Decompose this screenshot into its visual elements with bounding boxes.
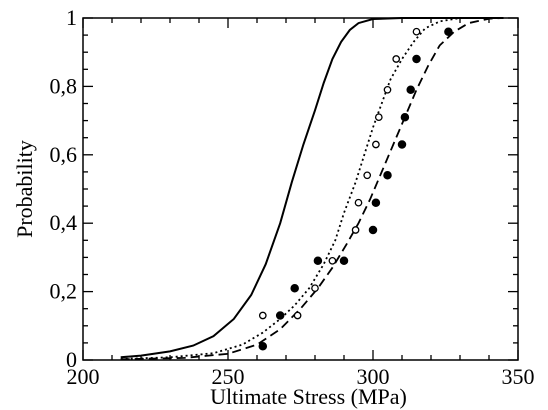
y-axis-label: Probability xyxy=(12,140,37,238)
open-circle-marker xyxy=(328,256,337,265)
y-tick-label: 0,6 xyxy=(50,142,78,167)
filled-circle-marker xyxy=(412,54,421,64)
filled-circle-marker xyxy=(371,198,381,207)
open-circle-marker xyxy=(351,226,360,234)
filled-circle-marker xyxy=(400,112,410,122)
y-tick-label: 0,2 xyxy=(50,279,78,304)
plot-markers xyxy=(258,27,453,351)
y-tick-label: 1 xyxy=(66,5,77,30)
open-circle-marker xyxy=(383,85,392,94)
filled-circle-marker xyxy=(290,283,299,293)
x-tick-label: 200 xyxy=(67,364,100,389)
plot-lines xyxy=(120,17,504,361)
open-circle-marker xyxy=(374,113,383,122)
x-tick-label: 250 xyxy=(212,364,245,389)
x-axis-label: Ultimate Stress (MPa) xyxy=(210,384,407,409)
tick-labels: 200 250 300 350 0 0,2 0,4 0,6 0,8 1 xyxy=(50,5,535,389)
series-line-dotted xyxy=(120,17,504,360)
plot-frame xyxy=(82,17,519,361)
filled-circle-marker xyxy=(339,256,349,266)
y-tick-label: 0 xyxy=(66,347,77,372)
filled-circle-marker xyxy=(368,225,378,235)
filled-circle-marker xyxy=(258,342,268,351)
series-line-dashed xyxy=(120,17,504,361)
x-tick-label: 300 xyxy=(357,364,390,389)
y-tick-label: 0,4 xyxy=(50,210,78,235)
filled-circle-marker xyxy=(397,140,407,149)
open-circle-marker xyxy=(293,311,302,320)
open-circle-marker xyxy=(354,198,363,207)
open-circle-marker xyxy=(372,140,380,149)
filled-circle-marker xyxy=(444,27,453,36)
filled-circle-marker xyxy=(406,85,415,95)
y-tick-label: 0,8 xyxy=(50,73,78,98)
filled-circle-marker xyxy=(383,171,392,180)
open-circle-marker xyxy=(311,284,319,293)
open-circle-marker xyxy=(363,171,372,180)
open-circle-marker xyxy=(258,311,267,320)
filled-circle-marker xyxy=(275,311,285,320)
x-tick-label: 350 xyxy=(502,364,535,389)
axis-ticks xyxy=(82,17,519,361)
open-circle-marker xyxy=(412,27,421,36)
series-line-solid xyxy=(120,17,504,359)
filled-circle-marker xyxy=(313,256,323,266)
open-circle-marker xyxy=(392,55,401,63)
